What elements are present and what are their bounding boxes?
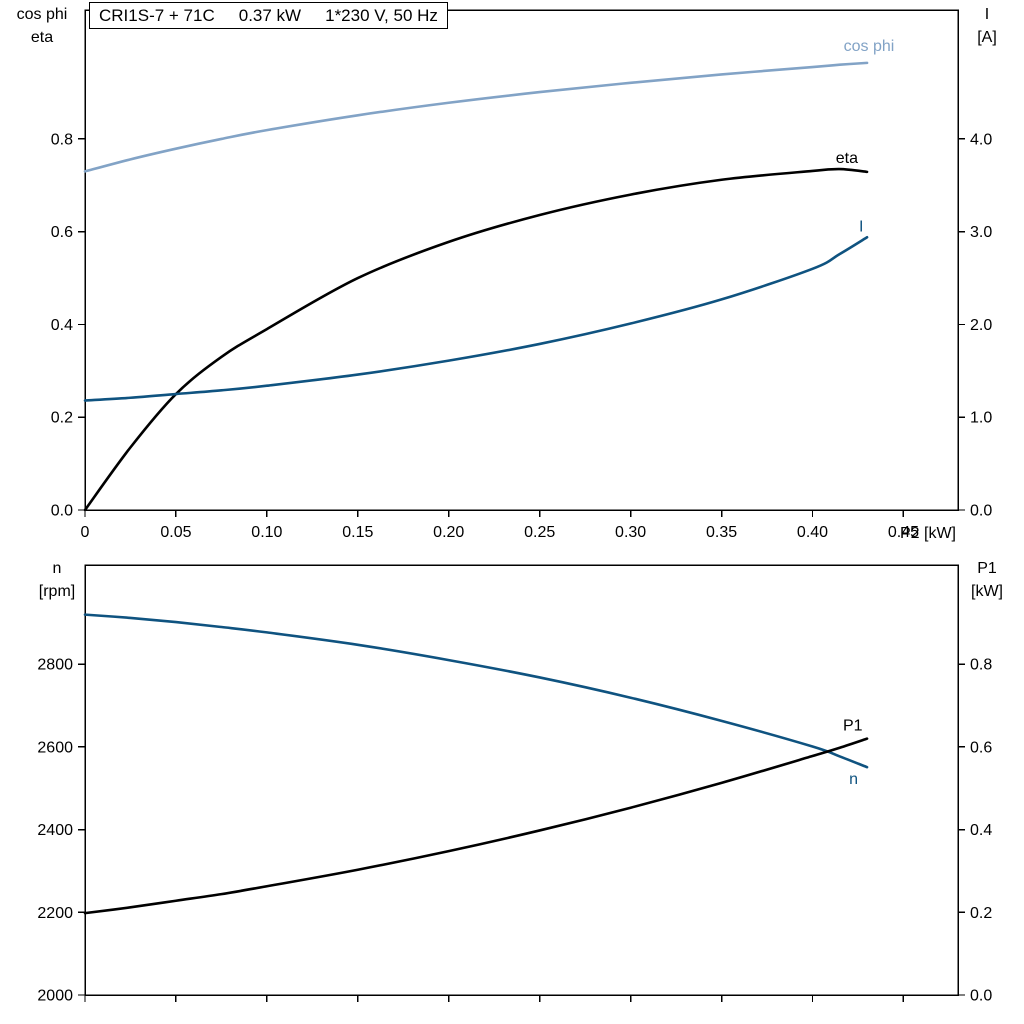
top-right-tick-label: 2.0 xyxy=(970,317,992,334)
speed-axis-caption: n xyxy=(52,560,62,577)
p1-axis-caption: P1 xyxy=(977,560,997,577)
top-x-tick-label: 0.40 xyxy=(797,524,828,541)
top-left-tick-label: 0.8 xyxy=(51,131,73,148)
x-axis-label: P2 [kW] xyxy=(899,525,956,542)
top-left-tick-label: 0.0 xyxy=(51,503,73,520)
top-series-label-i: I xyxy=(859,219,863,236)
top-x-tick-label: 0 xyxy=(81,524,90,541)
top-x-tick-label: 0.15 xyxy=(342,524,373,541)
bottom-left-tick-label: 2000 xyxy=(37,988,73,1005)
eta-axis-caption: eta xyxy=(30,29,54,46)
bottom-right-tick-label: 0.4 xyxy=(970,822,992,839)
top-chart-frame xyxy=(84,9,959,511)
top-series-cos-phi xyxy=(83,61,869,173)
top-right-tick-label: 1.0 xyxy=(970,410,992,427)
bottom-left-tick-label: 2600 xyxy=(37,739,73,756)
pump-power-label: 0.37 kW xyxy=(238,6,302,25)
top-right-tick-label: 0.0 xyxy=(970,503,992,520)
bottom-series-label-n: n xyxy=(849,771,858,788)
current-axis-unit: [A] xyxy=(977,29,997,46)
bottom-left-tick-label: 2200 xyxy=(37,905,73,922)
bottom-left-axis-caption: n [rpm] xyxy=(15,557,99,603)
top-left-tick-label: 0.2 xyxy=(51,410,73,427)
top-x-tick-label: 0.10 xyxy=(251,524,282,541)
bottom-right-tick-label: 0.6 xyxy=(970,739,992,756)
speed-axis-unit: [rpm] xyxy=(38,583,76,600)
bottom-chart: 2000 2200 2400 2600 2800 0.0 0.2 0.4 0.6 0.8 n P1 xyxy=(37,564,992,1005)
cos-phi-axis-caption: cos phi xyxy=(16,6,68,23)
bottom-right-tick-label: 0.0 xyxy=(970,988,992,1005)
top-x-tick-label: 0.20 xyxy=(433,524,464,541)
top-right-tick-label: 3.0 xyxy=(970,224,992,241)
chart-title-box: CRI1S-7 + 71C 0.37 kW 1*230 V, 50 Hz xyxy=(89,2,448,29)
bottom-series-label-p1: P1 xyxy=(843,717,863,734)
bottom-series-n xyxy=(83,613,869,769)
bottom-right-tick-label: 0.8 xyxy=(970,657,992,674)
bottom-left-tick-label: 2800 xyxy=(37,657,73,674)
p1-axis-unit: [kW] xyxy=(971,583,1003,600)
current-axis-caption: I xyxy=(984,6,990,23)
top-x-tick-label: 0.45 xyxy=(888,524,919,541)
top-left-tick-label: 0.4 xyxy=(51,317,73,334)
bottom-chart-frame xyxy=(84,564,959,996)
top-chart: 0 0.05 0.10 0.15 0.20 0.25 0.30 0.35 0.40 0.45 0.0… xyxy=(51,9,992,541)
top-left-axis-caption: cos phi eta xyxy=(2,3,82,49)
top-series-label-cos-phi: cos phi xyxy=(844,38,895,55)
top-series-eta xyxy=(83,167,869,512)
top-right-axis-caption: I [A] xyxy=(952,3,1022,49)
top-series-i xyxy=(83,235,869,402)
bottom-right-axis-caption: P1 [kW] xyxy=(952,557,1022,603)
bottom-left-tick-label: 2400 xyxy=(37,822,73,839)
bottom-right-tick-label: 0.2 xyxy=(970,905,992,922)
top-x-tick-label: 0.25 xyxy=(524,524,555,541)
pump-supply-label: 1*230 V, 50 Hz xyxy=(325,6,438,25)
top-x-tick-label: 0.30 xyxy=(615,524,646,541)
top-series-label-eta: eta xyxy=(836,150,858,167)
top-x-tick-label: 0.05 xyxy=(160,524,191,541)
pump-model-label: CRI1S-7 + 71C xyxy=(99,6,215,25)
bottom-series-p1 xyxy=(83,737,869,915)
top-left-tick-label: 0.6 xyxy=(51,224,73,241)
top-x-tick-label: 0.35 xyxy=(706,524,737,541)
top-right-tick-label: 4.0 xyxy=(970,131,992,148)
